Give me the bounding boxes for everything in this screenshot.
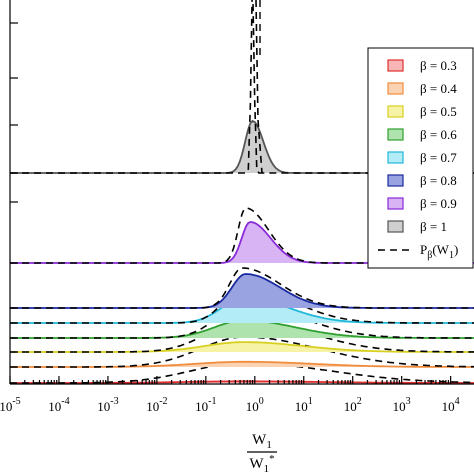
xlabel-denominator-part: 1 [264,463,270,474]
xlabel-denominator-part: * [269,453,275,465]
theory-curve-beta-0-8 [10,267,474,309]
x-tick-exponent: 4 [455,396,460,407]
legend-label: β = 0.7 [420,150,457,165]
legend-label: β = 1 [420,219,447,234]
area-fill-beta-0-8 [10,274,474,308]
legend-swatch [387,105,404,118]
x-tick-label: 10-1 [195,396,216,414]
x-tick-label: 104 [442,396,460,414]
x-tick-base: 10 [195,399,208,414]
area-fill-beta-0-9 [10,222,474,263]
theory-curve-beta-1 [10,0,474,174]
legend-label: β = 0.5 [420,104,457,119]
x-tick-label: 102 [344,396,362,414]
x-tick-exponent: 0 [259,396,264,407]
theory-curve-beta-0-4 [10,336,474,368]
legend-label: β = 0.6 [420,127,457,142]
legend-swatch [387,128,404,141]
x-tick-label: 10-5 [0,396,21,414]
series-beta-0-8 [10,267,474,309]
legend-swatch [387,59,404,72]
x-tick-label: 10-4 [48,396,69,414]
legend-theory-label: Pβ(W1) [420,242,458,261]
x-tick-exponent: 3 [406,396,411,407]
xlabel-denominator-part: W [249,456,264,472]
x-tick-base: 10 [246,399,259,414]
legend-label: β = 0.4 [420,81,457,96]
legend-item-beta-0-3: β = 0.3 [387,58,457,73]
xlabel-denominator: W1* [249,453,274,474]
area-fill-beta-1 [10,121,474,173]
legend-swatch [387,82,404,95]
series-beta-0-5 [10,319,474,353]
x-tick-exponent: -3 [110,396,118,407]
legend-item-beta-0-4: β = 0.4 [387,81,457,96]
x-tick-label: 103 [393,396,411,414]
legend-theory-label-part: β [427,250,432,261]
legend-item-beta-0-6: β = 0.6 [387,127,457,142]
x-tick-label: 101 [295,396,313,414]
x-tick-base: 10 [0,399,12,414]
area-fill-beta-0-5 [10,342,474,352]
x-tick-label: 10-3 [97,396,118,414]
x-tick-base: 10 [146,399,159,414]
x-tick-base: 10 [442,399,455,414]
legend-swatch [387,174,404,187]
series-beta-0-4 [10,336,474,368]
legend-theory-label-part: P [420,242,427,257]
x-tick-label: 100 [246,396,264,414]
area-fill-beta-0-7 [10,297,474,323]
xlabel-numerator-part: 1 [266,439,272,451]
axis-layer: 10-5 10-4 10-3 10-2 10-1 100 101 102 103 104 [0,0,474,414]
legend-swatch [387,151,404,164]
x-tick-exponent: 2 [357,396,362,407]
x-tick-exponent: -1 [208,396,216,407]
legend-label: β = 0.9 [420,196,457,211]
theory-curve-beta-0-5 [10,319,474,353]
x-tick-base: 10 [97,399,110,414]
legend-item-beta-0-9: β = 0.9 [387,196,457,211]
legend-item-beta-0-5: β = 0.5 [387,104,457,119]
x-tick-base: 10 [295,399,308,414]
legend-theory-label-part: ) [454,242,458,257]
x-tick-exponent: -4 [61,396,69,407]
legend-item-beta-1: β = 1 [387,219,447,234]
x-tick-exponent: -5 [12,396,20,407]
x-tick-base: 10 [393,399,406,414]
legend-item-beta-0-8: β = 0.8 [387,173,457,188]
legend-theory-label-part: 1 [449,250,454,261]
xlabel-numerator: W1 [252,432,272,451]
x-tick-base: 10 [48,399,61,414]
legend-swatch [387,220,404,233]
x-tick-exponent: 1 [308,396,313,407]
xlabel-numerator-part: W [252,432,267,448]
legend-label: β = 0.8 [420,173,457,188]
legend-item-theory: Pβ(W1) [378,242,458,261]
x-tick-label: 10-2 [146,396,167,414]
legend-item-beta-0-7: β = 0.7 [387,150,457,165]
theory-spike [255,0,263,174]
area-fill-beta-0-6 [10,320,474,338]
legend-label: β = 0.3 [420,58,457,73]
legend-swatch [387,197,404,210]
legend: β = 0.3 β = 0.4 β = 0.5 β = 0.6 β = 0.7 β = 0… [367,47,474,269]
legend-box [367,47,474,269]
x-tick-exponent: -2 [159,396,167,407]
x-tick-base: 10 [344,399,357,414]
legend-theory-label-part: (W [432,242,449,257]
